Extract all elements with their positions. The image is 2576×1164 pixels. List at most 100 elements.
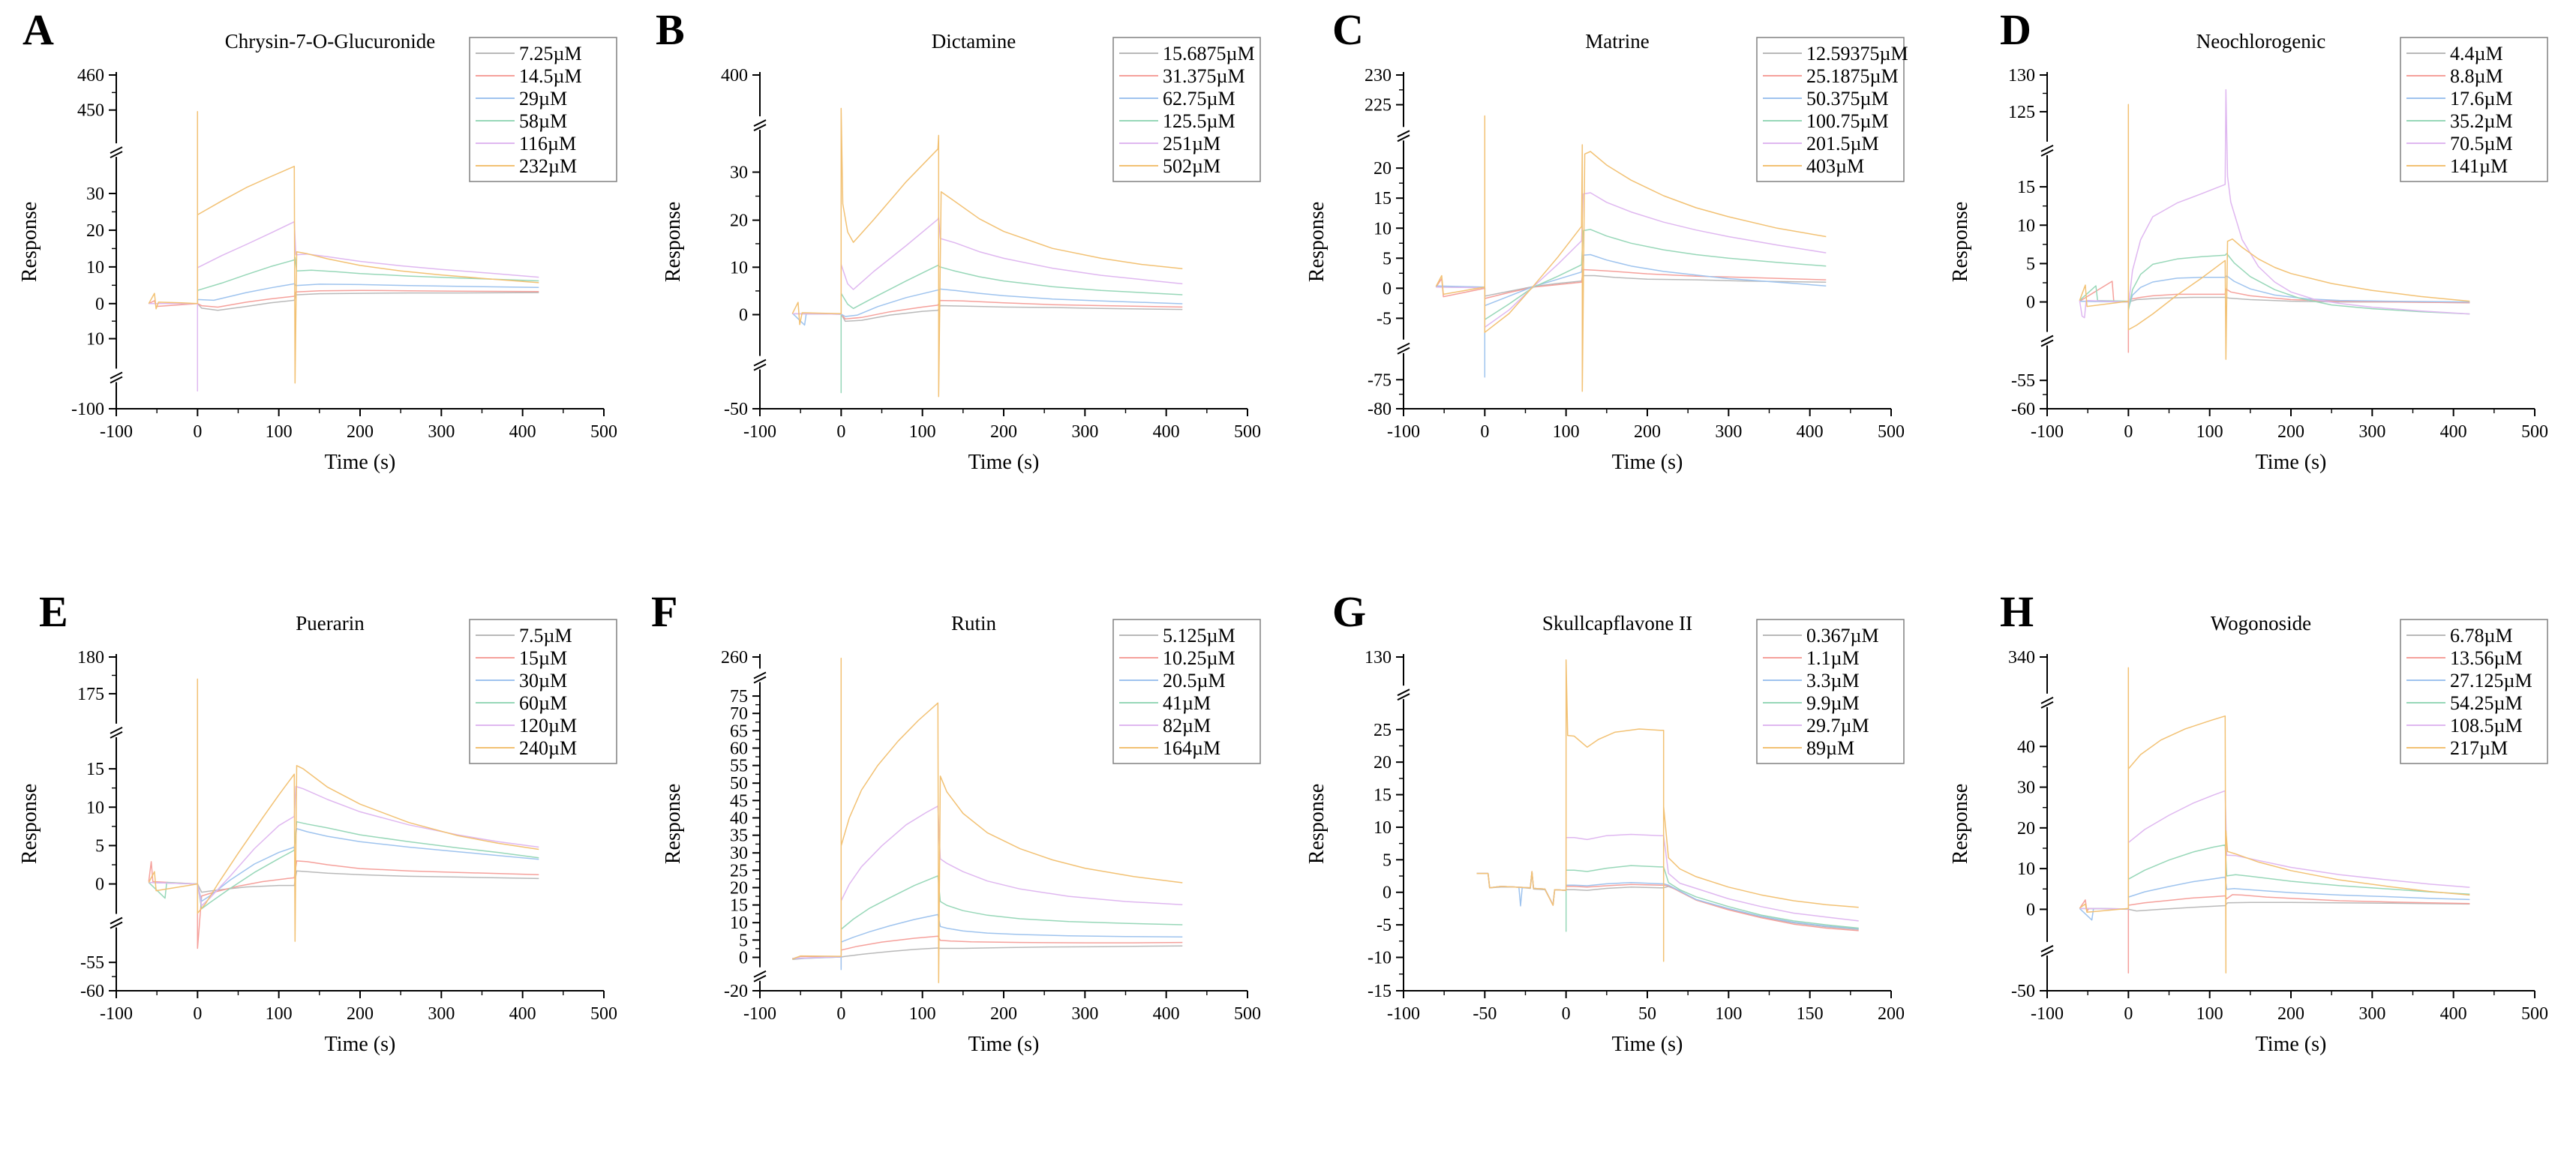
legend-entry-label: 70.5µM bbox=[2450, 133, 2513, 154]
series-17.6µM bbox=[2079, 275, 2470, 310]
x-tick-label: 300 bbox=[1071, 422, 1098, 442]
axis-break-marks bbox=[2040, 141, 2054, 347]
y-axis-label: Response bbox=[662, 202, 685, 282]
legend-entry-label: 35.2µM bbox=[2450, 110, 2513, 132]
x-tick-label: -100 bbox=[1387, 1004, 1420, 1024]
x-tick-label: 0 bbox=[1562, 1004, 1571, 1024]
panel-letter-d: D bbox=[2000, 5, 2031, 54]
y-tick-label: 30 bbox=[730, 844, 748, 863]
series-164µM bbox=[792, 657, 1183, 984]
legend-entry-label: 201.5µM bbox=[1806, 133, 1879, 154]
y-tick-label: 15 bbox=[730, 896, 748, 916]
legend-entry-label: 10.25µM bbox=[1163, 647, 1235, 669]
series-201.5µM bbox=[1436, 192, 1827, 328]
legend-entry-label: 13.56µM bbox=[2450, 647, 2523, 669]
x-tick-label: 200 bbox=[1878, 1004, 1905, 1024]
series-502µM bbox=[791, 107, 1183, 398]
y-tick-label: 55 bbox=[730, 757, 748, 776]
x-tick-label: 100 bbox=[2196, 422, 2223, 442]
y-tick-label: 25 bbox=[1374, 721, 1392, 740]
y-tick-label: 0 bbox=[739, 949, 748, 968]
y-tick-label: 0 bbox=[95, 295, 104, 314]
panel-title: Skullcapflavone II bbox=[1542, 612, 1692, 634]
series-31.375µM bbox=[792, 299, 1183, 320]
panel-c: C -80 -75 -5 0 5 10 15 20 225 230 -100 0 100 200 300 40… bbox=[1287, 0, 1931, 582]
series-141µM bbox=[2079, 104, 2470, 360]
x-tick-label: 0 bbox=[193, 1004, 202, 1024]
legend-entry-label: 232µM bbox=[519, 155, 577, 177]
y-tick-label: 10 bbox=[2017, 216, 2035, 236]
panel-letter-e: E bbox=[39, 587, 68, 636]
y-tick-label: 65 bbox=[730, 722, 748, 741]
x-tick-label: 400 bbox=[2440, 422, 2467, 442]
y-tick-label: 0 bbox=[1383, 279, 1392, 298]
panel-title: Rutin bbox=[951, 612, 997, 634]
y-tick-label: -50 bbox=[2011, 982, 2035, 1001]
series-232µM bbox=[148, 111, 539, 384]
x-tick-label: -100 bbox=[2031, 1004, 2064, 1024]
sensorgram-plot-b: -50 0 10 20 30 400 -100 0 100 200 300 400 500 Dictami… bbox=[662, 30, 1261, 474]
y-axis-label: Response bbox=[1949, 202, 1972, 282]
y-tick-label: 225 bbox=[1365, 96, 1392, 116]
series-89µM bbox=[1476, 659, 1859, 962]
series-12.59375µM bbox=[1436, 274, 1827, 297]
legend-entry-label: 15µM bbox=[519, 647, 567, 669]
x-ticks: -100 0 100 200 300 400 500 bbox=[100, 409, 617, 442]
y-ticks: -50 0 10 20 30 400 bbox=[721, 66, 760, 419]
y-tick-label: 5 bbox=[1383, 850, 1392, 870]
y-tick-label: -60 bbox=[2011, 400, 2035, 419]
series-403µM bbox=[1435, 115, 1827, 392]
panel-title: Dictamine bbox=[932, 30, 1016, 52]
series-7.5µM bbox=[149, 870, 539, 893]
x-tick-label: 200 bbox=[990, 1004, 1017, 1024]
y-tick-label: 40 bbox=[2017, 737, 2035, 757]
y-ticks: -60 -55 0 5 10 15 125 130 bbox=[2008, 66, 2047, 419]
y-tick-label: 450 bbox=[77, 101, 104, 121]
x-tick-label: -100 bbox=[743, 1004, 776, 1024]
x-ticks: -100 0 100 200 300 400 500 bbox=[1387, 409, 1905, 442]
x-tick-label: 500 bbox=[2521, 1004, 2548, 1024]
y-tick-label: 20 bbox=[730, 878, 748, 898]
panel-letter-b: B bbox=[656, 5, 685, 54]
x-tick-label: 100 bbox=[1715, 1004, 1742, 1024]
x-tick-label: 400 bbox=[2440, 1004, 2467, 1024]
x-axis-label: Time (s) bbox=[325, 451, 396, 474]
panel-title: Chrysin-7-O-Glucuronide bbox=[225, 30, 435, 52]
legend-entry-label: 164µM bbox=[1163, 737, 1220, 759]
panel-title: Wogonoside bbox=[2211, 612, 2311, 634]
x-ticks: -100 0 100 200 300 400 500 bbox=[100, 991, 617, 1024]
series-curves bbox=[2079, 667, 2470, 974]
x-axis-label: Time (s) bbox=[2256, 1033, 2327, 1056]
y-tick-label: 5 bbox=[95, 836, 104, 856]
series-120µM bbox=[149, 785, 539, 907]
x-tick-label: 400 bbox=[509, 1004, 536, 1024]
x-tick-label: -100 bbox=[1387, 422, 1420, 442]
series-240µM bbox=[148, 678, 539, 942]
x-tick-label: -100 bbox=[743, 422, 776, 442]
y-axis-label: Response bbox=[1305, 784, 1329, 864]
sensorgram-plot-c: -80 -75 -5 0 5 10 15 20 225 230 -100 0 100 200 300 400 5… bbox=[1305, 30, 1908, 474]
x-tick-label: 300 bbox=[428, 422, 455, 442]
y-tick-label: -50 bbox=[724, 400, 748, 419]
x-tick-label: 100 bbox=[909, 1004, 936, 1024]
legend-entry-label: 217µM bbox=[2450, 737, 2508, 759]
y-ticks: -60 -55 0 5 10 15 175 180 bbox=[77, 648, 116, 1001]
series-15.6875µM bbox=[792, 304, 1183, 322]
x-tick-label: 500 bbox=[590, 422, 617, 442]
legend-entry-label: 58µM bbox=[519, 110, 567, 132]
legend-entry-label: 9.9µM bbox=[1806, 692, 1860, 714]
y-tick-label: 260 bbox=[721, 648, 748, 668]
x-tick-label: 0 bbox=[836, 1004, 845, 1024]
series-curves bbox=[792, 657, 1183, 984]
legend-entry-label: 89µM bbox=[1806, 737, 1854, 759]
x-tick-label: 500 bbox=[1234, 422, 1261, 442]
y-tick-label: 25 bbox=[730, 861, 748, 880]
y-tick-label: 175 bbox=[77, 685, 104, 704]
series-curves bbox=[148, 678, 539, 950]
panel-letter-c: C bbox=[1332, 5, 1364, 54]
legend-entry-label: 8.8µM bbox=[2450, 65, 2503, 87]
panel-a: A -100 10 0 10 20 30 450 460 -100 0 100 200 300 400 50… bbox=[0, 0, 644, 582]
